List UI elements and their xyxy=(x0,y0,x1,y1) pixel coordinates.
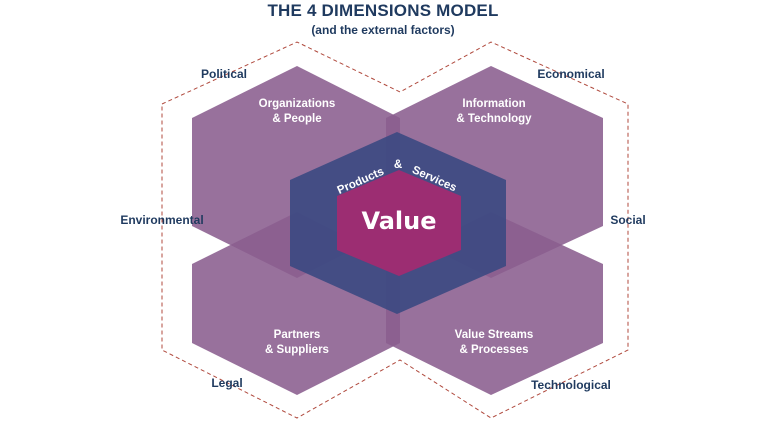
factor-political: Political xyxy=(201,67,247,81)
org-people-label-line2: & People xyxy=(272,113,321,125)
factor-social: Social xyxy=(610,213,645,227)
org-people-label-line1: Organizations xyxy=(259,98,336,110)
factor-technological: Technological xyxy=(531,378,611,392)
info-tech-label-line1: Information xyxy=(462,98,525,110)
external-factors-boundary xyxy=(161,41,629,419)
value-label: Value xyxy=(361,207,436,235)
factor-environmental: Environmental xyxy=(120,213,203,227)
page-title: THE 4 DIMENSIONS MODEL xyxy=(267,1,499,20)
page-subtitle: (and the external factors) xyxy=(311,23,455,37)
info-tech-label-line2: & Technology xyxy=(456,113,532,125)
partners-label-line2: & Suppliers xyxy=(265,344,329,356)
value-streams-label-line2: & Processes xyxy=(459,344,528,356)
factor-legal: Legal xyxy=(211,376,242,390)
hexagon-value xyxy=(337,170,461,276)
value-streams-label-line1: Value Streams xyxy=(455,329,534,341)
ampersand-label: & xyxy=(394,159,402,171)
factor-economical: Economical xyxy=(537,67,604,81)
partners-label-line1: Partners xyxy=(274,329,321,341)
